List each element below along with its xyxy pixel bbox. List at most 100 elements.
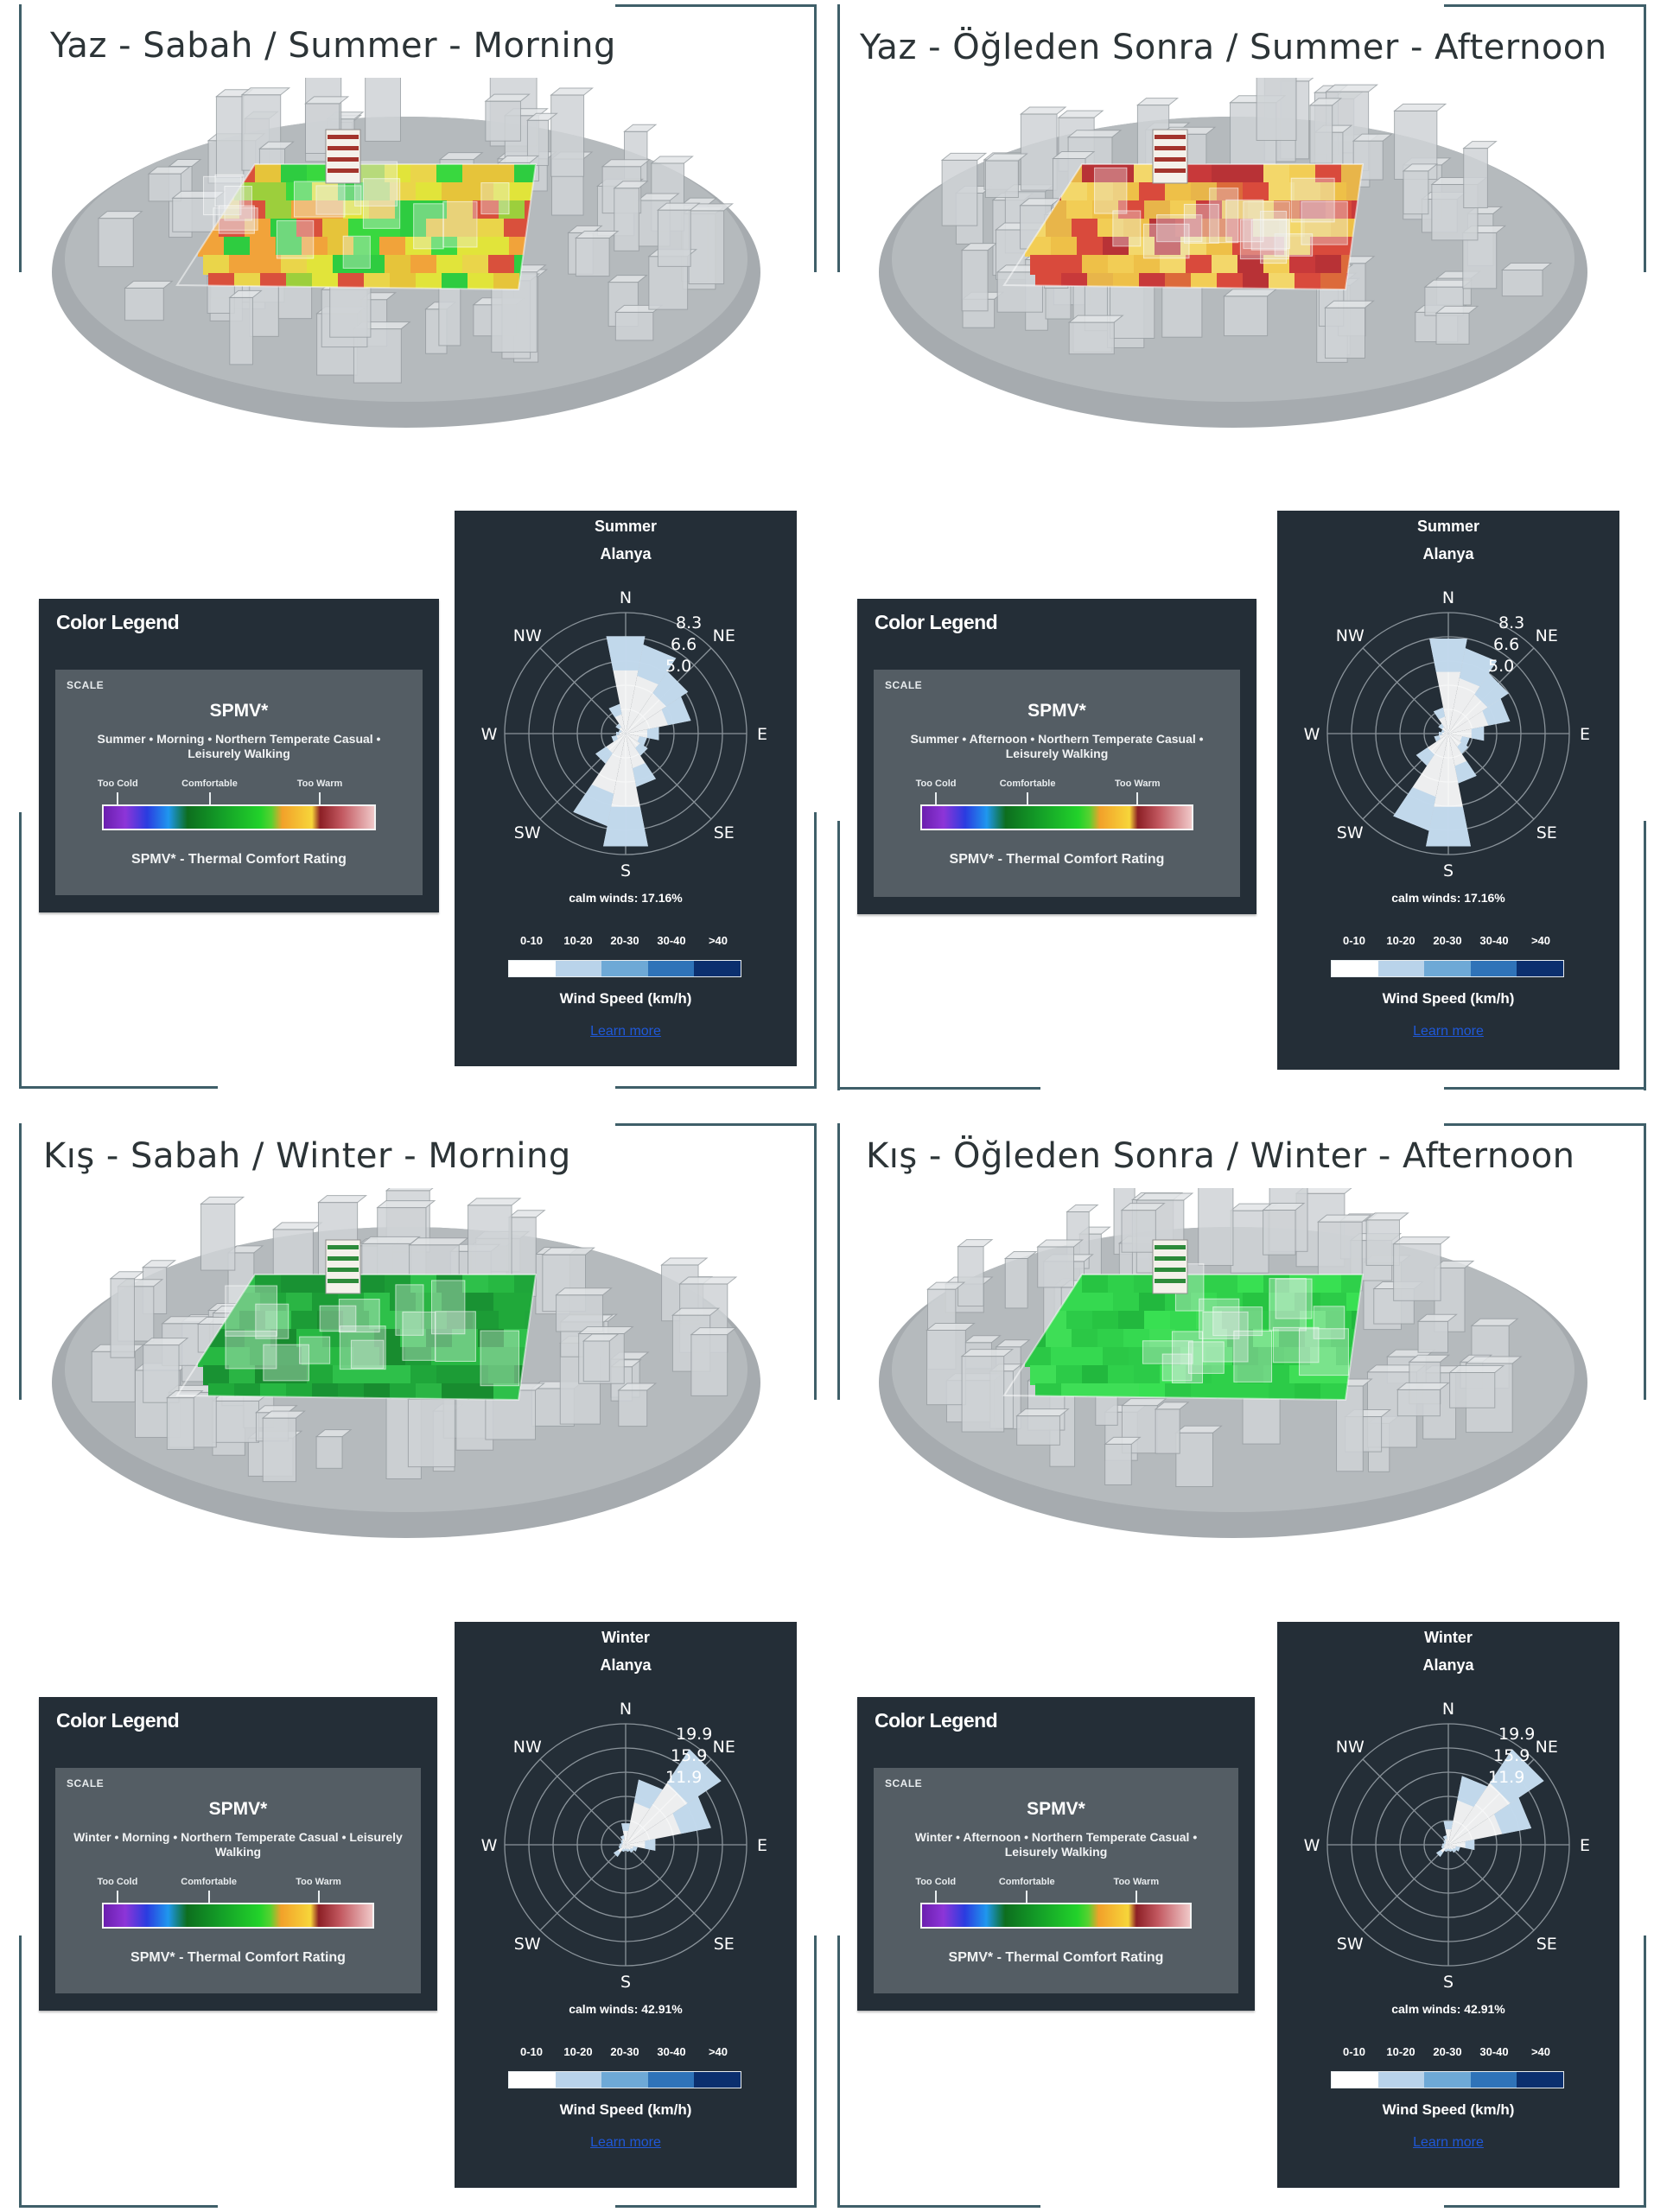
- color-legend-title: Color Legend: [56, 611, 180, 633]
- context-building: [1256, 78, 1297, 141]
- context-building: [550, 87, 594, 177]
- rose-petal-band: [1439, 731, 1442, 736]
- rose-petal-band: [635, 743, 648, 756]
- legend-tick: [1136, 792, 1139, 804]
- rose-ring-label: 19.9: [1498, 1725, 1535, 1744]
- direction-label-sw: SW: [1337, 1935, 1364, 1954]
- context-building: [574, 231, 620, 277]
- speed-bin-swatch: [1470, 2072, 1517, 2088]
- speed-bin-label: 0-10: [519, 934, 544, 947]
- rose-ring-label: 11.9: [665, 1768, 702, 1787]
- context-building: [1104, 1436, 1142, 1485]
- wind-speed-color-bar: [1331, 2071, 1564, 2088]
- direction-label-s: S: [620, 861, 631, 880]
- context-building: [1435, 305, 1479, 345]
- rose-petal-band: [1459, 648, 1498, 687]
- learn-more-link[interactable]: Learn more: [590, 2135, 661, 2150]
- wind-rose-location: Alanya: [600, 1656, 652, 1674]
- rose-petal-band: [1447, 1848, 1450, 1851]
- analysis-building: [293, 181, 346, 218]
- rose-petal-band: [1457, 742, 1469, 754]
- direction-label-s: S: [620, 1973, 631, 1992]
- direction-label-ne: NE: [713, 1738, 735, 1757]
- analysis-building: [402, 1311, 436, 1361]
- context-building: [1019, 106, 1067, 191]
- rose-petal-band: [1493, 1797, 1532, 1834]
- too-warm-label: Too Warm: [296, 779, 343, 789]
- wind-speed-caption: Wind Speed (km/h): [1382, 2101, 1515, 2118]
- panel-title: Kış - Öğleden Sonra / Winter - Afternoon: [866, 1136, 1575, 1176]
- analysis-building: [1094, 167, 1128, 214]
- context-building: [261, 1410, 306, 1483]
- rose-petal-band: [667, 1749, 722, 1803]
- rose-ring-label: 11.9: [1488, 1768, 1524, 1787]
- speed-bin-label: 30-40: [657, 2045, 686, 2058]
- too-warm-label: Too Warm: [1114, 779, 1161, 789]
- panel-summer-morning: Yaz - Sabah / Summer - Morning Color Lege…: [0, 0, 827, 1102]
- context-building: [1462, 141, 1498, 208]
- panel-winter-afternoon: Kış - Öğleden Sonra / Winter - Afternoon…: [827, 1110, 1654, 2212]
- frame-bracket: [19, 1936, 22, 2208]
- analysis-building: [1142, 1340, 1193, 1364]
- analysis-building: [338, 1299, 380, 1333]
- wind-rose-chart: 19.9 15.9 11.9 N NE E SE S SW W NW: [1295, 1691, 1602, 1999]
- frame-bracket: [615, 4, 817, 7]
- color-legend-panel: Color Legend SCALE SPMV* Summer • Afternoon…: [857, 599, 1256, 914]
- analysis-building: [1171, 1331, 1203, 1383]
- rose-petal-band: [595, 747, 613, 764]
- frame-bracket: [1644, 4, 1646, 272]
- context-building: [1067, 315, 1124, 355]
- rose-petal-band: [1454, 760, 1477, 784]
- context-building: [165, 1390, 204, 1450]
- legend-description: Winter • Afternoon • Northern Temperate …: [914, 1830, 1198, 1859]
- context-building: [1120, 1203, 1166, 1253]
- rose-petal-band: [627, 1848, 630, 1853]
- rose-petal-band: [1457, 1776, 1488, 1808]
- color-legend-title: Color Legend: [875, 1709, 998, 1732]
- scale-label: SCALE: [885, 1777, 923, 1789]
- frame-bracket: [837, 1123, 840, 1400]
- wind-speed-color-bar: [508, 2071, 741, 2088]
- wind-rose-chart: 8.3 6.6 5.0 N NE E SE S SW W NW: [472, 580, 779, 887]
- analysis-building: [214, 174, 245, 207]
- legend-tick: [1135, 1891, 1137, 1903]
- legend-tick: [1027, 792, 1029, 804]
- analysis-building: [1156, 214, 1203, 243]
- spmv-color-scale-bar: [920, 1903, 1192, 1929]
- context-building: [1223, 289, 1278, 337]
- too-cold-label: Too Cold: [97, 779, 138, 789]
- learn-more-link[interactable]: Learn more: [590, 1024, 661, 1039]
- scale-label: SCALE: [885, 679, 923, 691]
- rose-spoke: [1447, 1844, 1535, 1931]
- legend-tick: [1026, 1891, 1028, 1903]
- wind-rose-chart: 19.9 15.9 11.9 N NE E SE S SW W NW: [472, 1691, 779, 1999]
- rose-petal-band: [645, 1839, 656, 1851]
- context-building: [957, 1239, 994, 1307]
- context-building: [408, 1237, 469, 1277]
- frame-bracket: [19, 1086, 218, 1089]
- context-building: [1461, 225, 1507, 289]
- direction-label-se: SE: [1536, 823, 1557, 842]
- analysis-building: [276, 219, 315, 259]
- direction-label-w: W: [1304, 725, 1320, 744]
- frame-bracket: [1444, 2205, 1646, 2208]
- rose-petal-band: [1441, 729, 1445, 733]
- legend-footer: SPMV* - Thermal Comfort Rating: [130, 1950, 346, 1965]
- rose-petal-band: [652, 671, 689, 707]
- learn-more-link[interactable]: Learn more: [1413, 2135, 1484, 2150]
- context-building: [613, 181, 649, 251]
- direction-label-nw: NW: [1336, 626, 1365, 645]
- speed-bin-label: >40: [1530, 2045, 1551, 2058]
- frame-bracket: [837, 2205, 1040, 2208]
- legend-tick: [935, 792, 938, 804]
- panel-winter-morning: Kış - Sabah / Winter - Morning Color Lege…: [0, 1110, 827, 2212]
- analysis-building: [435, 1311, 476, 1362]
- analysis-building: [1187, 1341, 1225, 1374]
- context-building: [109, 1271, 144, 1358]
- rose-ring-label: 19.9: [676, 1725, 712, 1744]
- legend-tick: [117, 792, 119, 804]
- legend-tick: [116, 1891, 118, 1903]
- learn-more-link[interactable]: Learn more: [1413, 1024, 1484, 1039]
- context-building: [983, 153, 1028, 199]
- rose-ring-label: 8.3: [676, 613, 702, 632]
